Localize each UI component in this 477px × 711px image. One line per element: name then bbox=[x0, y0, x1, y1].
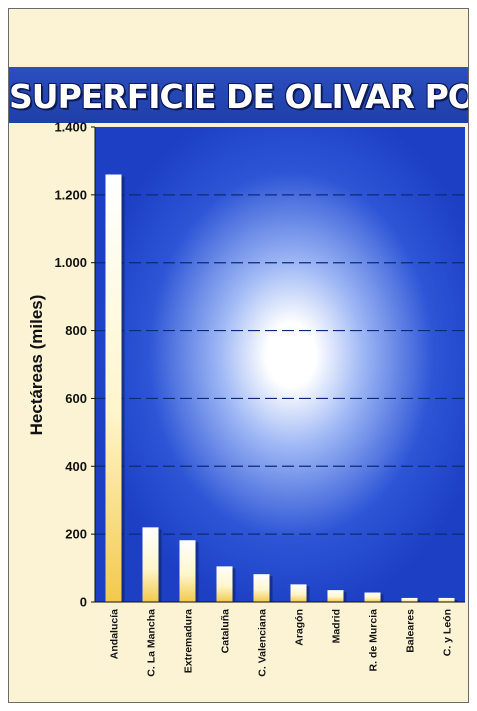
x-category-label: Extremadura bbox=[183, 609, 195, 673]
bars bbox=[105, 174, 458, 602]
bar-shadow bbox=[380, 594, 384, 602]
bar bbox=[401, 597, 418, 602]
bar bbox=[290, 584, 307, 602]
bar-chart: 0 200 400 600 800 1.000 1.200 1.400 Andalucía C.… bbox=[27, 120, 465, 677]
bar-shadow bbox=[417, 599, 421, 602]
x-category-label: Andalucía bbox=[109, 609, 121, 659]
bar bbox=[364, 592, 381, 602]
y-tick-label: 400 bbox=[65, 459, 87, 474]
y-tick-label: 1.000 bbox=[54, 255, 87, 270]
bar bbox=[105, 174, 122, 602]
y-tick-label: 1.400 bbox=[54, 120, 87, 135]
bar bbox=[142, 527, 159, 602]
bar-shadow bbox=[158, 529, 162, 602]
x-category-label: C. Valenciana bbox=[257, 609, 269, 677]
bar-shadow bbox=[121, 176, 125, 602]
bar-shadow bbox=[269, 576, 273, 602]
y-tick-label: 200 bbox=[65, 527, 87, 542]
title-band bbox=[9, 67, 468, 123]
bar bbox=[179, 540, 196, 602]
bar bbox=[327, 590, 344, 602]
x-category-label: C. y León bbox=[442, 609, 454, 656]
y-axis-title: Hectáreas (miles) bbox=[27, 295, 46, 436]
bar bbox=[216, 566, 233, 602]
bar-shadow bbox=[195, 542, 199, 602]
x-category-label: C. La Mancha bbox=[146, 609, 158, 677]
x-category-label: R. de Murcia bbox=[368, 609, 380, 672]
plot-area bbox=[95, 127, 465, 602]
x-category-label: Cataluña bbox=[220, 609, 232, 654]
y-tick-label: 800 bbox=[65, 323, 87, 338]
y-axis-ticks: 0 200 400 600 800 1.000 1.200 1.400 bbox=[54, 120, 95, 610]
bar-shadow bbox=[343, 592, 347, 602]
y-tick-label: 600 bbox=[65, 391, 87, 406]
x-axis-labels: Andalucía C. La Mancha Extremadura Cataluña… bbox=[109, 609, 454, 677]
bar bbox=[438, 597, 455, 602]
bar bbox=[253, 574, 270, 602]
x-category-label: Baleares bbox=[405, 609, 417, 653]
x-category-label: Madrid bbox=[331, 609, 343, 643]
bar-shadow bbox=[454, 599, 458, 602]
chart-card: SUPERFICIE DE OLIVAR POR CCAA 0 200 400 600… bbox=[8, 8, 469, 703]
chart-title: SUPERFICIE DE OLIVAR POR CCAA bbox=[9, 77, 468, 116]
y-tick-label: 0 bbox=[80, 595, 87, 610]
y-tick-label: 1.200 bbox=[54, 187, 87, 202]
x-category-label: Aragón bbox=[294, 609, 306, 646]
bar-shadow bbox=[232, 568, 236, 602]
bar-shadow bbox=[306, 586, 310, 602]
